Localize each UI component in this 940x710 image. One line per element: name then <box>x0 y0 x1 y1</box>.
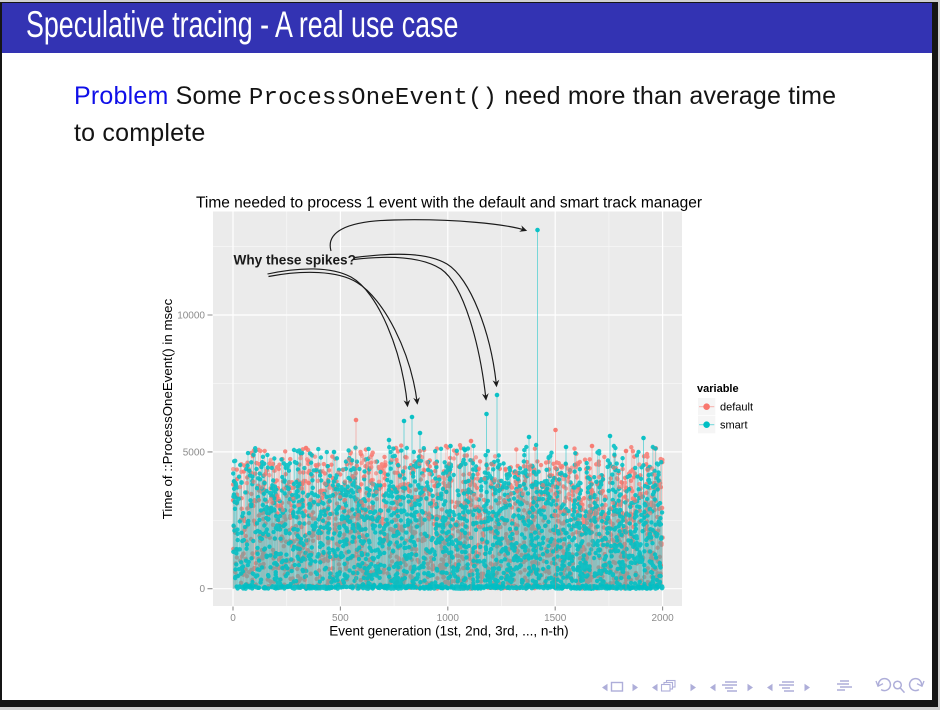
svg-text:0: 0 <box>199 584 205 595</box>
svg-text:default: default <box>720 402 753 414</box>
svg-text:2000: 2000 <box>651 613 674 624</box>
svg-text:Why these spikes?: Why these spikes? <box>234 253 356 268</box>
svg-text:Time needed to process 1 event: Time needed to process 1 event with the … <box>196 195 702 212</box>
svg-text:5000: 5000 <box>183 447 206 458</box>
svg-text:variable: variable <box>697 383 739 395</box>
svg-text:0: 0 <box>230 613 236 624</box>
svg-text:Event generation (1st, 2nd, 3r: Event generation (1st, 2nd, 3rd, ..., n-… <box>329 624 568 639</box>
svg-text:500: 500 <box>332 613 349 624</box>
svg-text:smart: smart <box>720 420 748 432</box>
svg-text:10000: 10000 <box>177 311 205 322</box>
svg-text:1500: 1500 <box>544 613 567 624</box>
svg-text:Time of ::ProcessOneEvent() in: Time of ::ProcessOneEvent() in msec <box>160 298 175 519</box>
svg-text:1000: 1000 <box>437 613 460 624</box>
